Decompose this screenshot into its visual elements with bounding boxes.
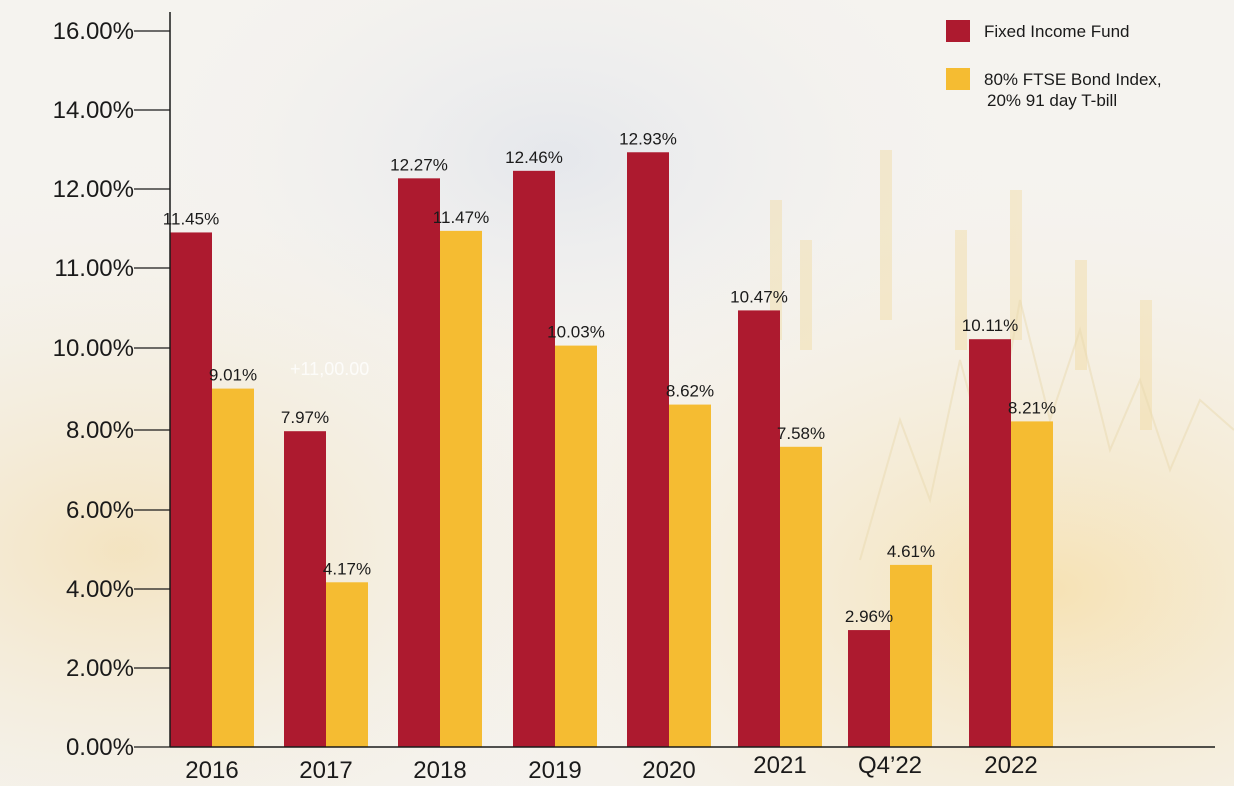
bar-fund: [627, 152, 669, 747]
y-tick-label: 6.00%: [66, 497, 134, 524]
data-label: 7.97%: [281, 408, 329, 427]
legend-label: 80% FTSE Bond Index,: [984, 70, 1162, 89]
x-tick-label: 2017: [299, 757, 352, 784]
bar-index: [669, 404, 711, 747]
y-tick-label: 8.00%: [66, 417, 134, 444]
data-label: 10.47%: [730, 287, 788, 306]
bar-fund: [513, 170, 555, 747]
x-tick-label: 2018: [413, 757, 466, 784]
axes-group: 0.00% 2.00% 4.00% 6.00% 8.00% 10.00% 11.00% 12.…: [53, 12, 1215, 784]
x-tick-label: 2021: [753, 752, 806, 779]
bar-fund: [738, 310, 780, 747]
bar-fund: [848, 630, 890, 747]
data-label: 12.27%: [390, 155, 448, 174]
y-tick-label: 16.00%: [53, 18, 134, 45]
background-watermark-text: +11,00.00: [290, 359, 369, 379]
data-labels-group: 11.45% 7.97% 12.27% 12.46% 12.93% 10.47% 2.96%…: [163, 129, 1056, 626]
y-tick-label: 12.00%: [53, 176, 134, 203]
data-label: 12.93%: [619, 129, 677, 148]
y-tick-label: 4.00%: [66, 576, 134, 603]
data-label: 8.62%: [666, 382, 714, 401]
y-tick-label: 0.00%: [66, 734, 134, 761]
y-tick-label: 14.00%: [53, 97, 134, 124]
data-label: 2.96%: [845, 607, 893, 626]
x-tick-label: 2019: [528, 757, 581, 784]
y-tick-label: 11.00%: [54, 255, 134, 282]
bar-fund: [969, 339, 1011, 747]
x-tick-label: Q4’22: [858, 752, 922, 779]
data-label: 10.11%: [962, 316, 1018, 335]
data-label: 12.46%: [505, 148, 563, 167]
bar-fund: [170, 232, 212, 747]
y-tick-label: 2.00%: [66, 655, 134, 682]
legend-label: Fixed Income Fund: [984, 22, 1130, 41]
legend-label: 20% 91 day T-bill: [987, 91, 1117, 110]
data-label: 4.61%: [887, 542, 935, 561]
bar-index: [440, 230, 482, 747]
x-tick-label: 2022: [984, 752, 1037, 779]
bar-index: [326, 582, 368, 747]
data-label: 11.45%: [163, 209, 219, 228]
bar-index: [1011, 421, 1053, 747]
data-label: 4.17%: [323, 559, 371, 578]
bar-fund: [398, 178, 440, 747]
bars-group: [170, 152, 1053, 747]
bar-index: [890, 564, 932, 747]
bar-fund: [284, 431, 326, 747]
data-label: 8.21%: [1008, 398, 1056, 417]
data-label: 9.01%: [209, 366, 257, 385]
legend-swatch: [946, 68, 970, 90]
legend: Fixed Income Fund 80% FTSE Bond Index, 20%…: [946, 20, 1162, 110]
legend-swatch: [946, 20, 970, 42]
bar-index: [780, 446, 822, 747]
bar-index: [555, 345, 597, 747]
x-tick-label: 2020: [642, 757, 695, 784]
data-label: 10.03%: [547, 323, 605, 342]
data-label: 11.47%: [433, 208, 489, 227]
bar-index: [212, 388, 254, 747]
x-tick-label: 2016: [185, 757, 238, 784]
data-label: 7.58%: [777, 424, 825, 443]
y-tick-label: 10.00%: [53, 335, 134, 362]
